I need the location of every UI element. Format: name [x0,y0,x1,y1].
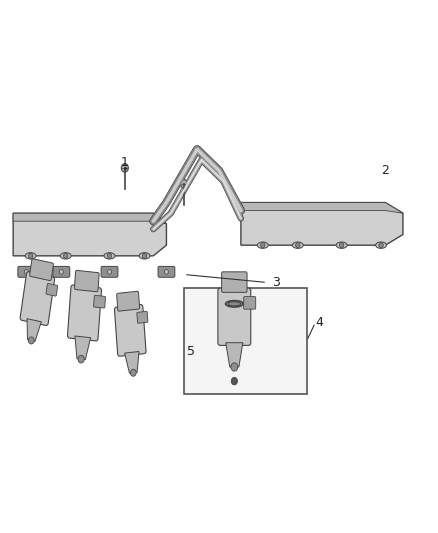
Polygon shape [13,213,166,256]
FancyBboxPatch shape [46,284,58,296]
Polygon shape [75,336,91,360]
Polygon shape [125,352,139,373]
Ellipse shape [104,253,115,259]
FancyBboxPatch shape [101,266,118,277]
FancyBboxPatch shape [117,291,140,311]
Ellipse shape [139,253,150,259]
Circle shape [261,243,265,248]
Circle shape [379,243,383,248]
Text: 3: 3 [272,276,280,289]
Circle shape [164,269,168,274]
Text: 1: 1 [121,156,129,169]
FancyBboxPatch shape [184,288,307,394]
Ellipse shape [25,253,36,259]
Polygon shape [241,203,403,213]
Ellipse shape [257,242,268,248]
FancyBboxPatch shape [244,296,256,309]
FancyBboxPatch shape [218,288,251,345]
FancyBboxPatch shape [18,266,35,277]
Circle shape [24,269,28,274]
Circle shape [64,253,68,259]
Circle shape [107,269,111,274]
FancyBboxPatch shape [158,266,175,277]
Ellipse shape [293,242,304,248]
Ellipse shape [336,242,347,248]
FancyBboxPatch shape [94,295,106,308]
Circle shape [296,243,300,248]
Circle shape [142,253,147,259]
Circle shape [78,356,84,363]
Polygon shape [241,203,403,245]
Circle shape [28,253,33,259]
Text: 5: 5 [187,345,194,358]
FancyBboxPatch shape [114,304,146,356]
Circle shape [121,164,128,172]
Polygon shape [27,319,41,341]
Circle shape [231,377,237,385]
Circle shape [180,180,187,188]
FancyBboxPatch shape [20,272,55,326]
FancyBboxPatch shape [67,285,102,341]
Circle shape [231,363,238,371]
Text: 2: 2 [381,164,389,177]
Circle shape [59,269,64,274]
FancyBboxPatch shape [222,272,247,292]
Ellipse shape [375,242,387,248]
FancyBboxPatch shape [53,266,70,277]
Polygon shape [226,343,243,367]
FancyBboxPatch shape [74,270,99,292]
Circle shape [131,369,136,376]
Text: 4: 4 [316,316,324,329]
Ellipse shape [228,302,241,306]
Circle shape [107,253,112,259]
Polygon shape [13,213,166,224]
FancyBboxPatch shape [30,259,53,280]
Circle shape [28,337,34,344]
FancyBboxPatch shape [137,311,148,323]
Ellipse shape [60,253,71,259]
Circle shape [339,243,344,248]
